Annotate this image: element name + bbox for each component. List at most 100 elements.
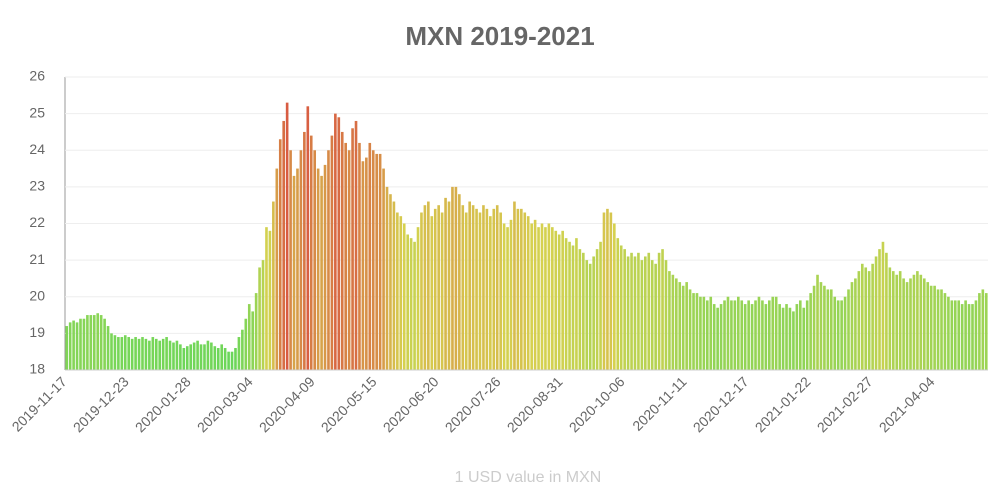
bar: [785, 304, 788, 370]
bar: [726, 296, 730, 370]
bar: [265, 227, 268, 370]
bar: [964, 300, 967, 370]
bar: [743, 304, 747, 370]
bar: [361, 161, 365, 370]
bar: [272, 201, 275, 370]
bar: [916, 271, 919, 370]
x-tick-label: 2020-01-28: [132, 373, 194, 435]
bar: [874, 256, 878, 370]
bar: [110, 333, 113, 370]
bar: [409, 238, 413, 370]
bar: [113, 335, 117, 370]
bar: [406, 234, 409, 370]
bar: [823, 285, 826, 370]
bar: [495, 205, 499, 370]
bar: [819, 282, 823, 370]
bar: [420, 212, 423, 370]
bar: [327, 150, 330, 370]
bar: [836, 300, 840, 370]
y-tick-label: 20: [29, 287, 45, 303]
bar: [675, 278, 678, 370]
bar: [940, 289, 943, 370]
bar: [86, 315, 89, 370]
bar: [867, 271, 871, 370]
bar: [440, 212, 444, 370]
bar: [891, 271, 895, 370]
y-tick-label: 22: [29, 214, 45, 230]
bar: [354, 120, 358, 370]
bar: [564, 238, 568, 370]
bar: [137, 338, 141, 370]
bar: [347, 150, 351, 370]
bar: [433, 208, 437, 370]
bar: [482, 205, 485, 370]
y-tick-label: 18: [29, 361, 45, 377]
x-tick-label: 2020-04-09: [256, 373, 318, 435]
bar: [613, 223, 616, 370]
bar: [767, 300, 771, 370]
bar: [609, 212, 613, 370]
bar: [502, 223, 506, 370]
x-tick-label: 2021-02-27: [814, 373, 876, 435]
bar: [795, 304, 799, 370]
bar: [633, 256, 637, 370]
bar: [895, 274, 899, 370]
bar: [192, 342, 196, 370]
bar: [898, 271, 902, 370]
bar: [788, 307, 792, 370]
bar: [736, 296, 740, 370]
bar: [268, 230, 272, 370]
bar: [213, 346, 217, 370]
bar: [709, 296, 713, 370]
bar: [692, 293, 695, 370]
bar: [881, 241, 885, 370]
bar: [885, 252, 888, 370]
bar: [378, 153, 382, 370]
y-tick-label: 24: [29, 141, 45, 157]
bar: [929, 285, 933, 370]
bar: [506, 227, 509, 370]
bar: [647, 252, 651, 370]
bar: [540, 223, 544, 370]
bar: [509, 219, 513, 370]
bar: [578, 249, 582, 370]
bar: [798, 300, 802, 370]
bar: [637, 252, 640, 370]
bar: [134, 337, 137, 370]
bar: [365, 157, 368, 370]
bar: [778, 304, 781, 370]
y-tick-label: 19: [29, 324, 45, 340]
bar: [230, 351, 234, 370]
bar: [561, 230, 564, 370]
bar: [413, 241, 416, 370]
y-tick-label: 25: [29, 104, 45, 120]
y-tick-label: 23: [29, 178, 45, 194]
bar: [757, 296, 761, 370]
bar: [161, 338, 165, 370]
bar: [182, 348, 186, 370]
bar: [278, 139, 282, 370]
bar: [223, 348, 227, 370]
bar: [678, 282, 682, 370]
x-tick-label: 2019-11-17: [9, 373, 70, 434]
bar: [130, 338, 134, 370]
bar: [712, 304, 716, 370]
bar: [530, 223, 533, 370]
bar: [117, 337, 120, 370]
bar: [172, 342, 175, 370]
bar: [764, 304, 768, 370]
bar: [544, 227, 547, 370]
x-tick-label: 2020-08-31: [504, 373, 566, 435]
bar: [402, 223, 406, 370]
y-tick-label: 26: [29, 68, 45, 84]
bar: [399, 216, 403, 370]
bar: [144, 338, 148, 370]
bar: [547, 223, 551, 370]
bar: [616, 238, 620, 370]
bar: [313, 150, 317, 370]
bar: [299, 150, 303, 370]
bar: [699, 296, 702, 370]
bar: [492, 208, 496, 370]
